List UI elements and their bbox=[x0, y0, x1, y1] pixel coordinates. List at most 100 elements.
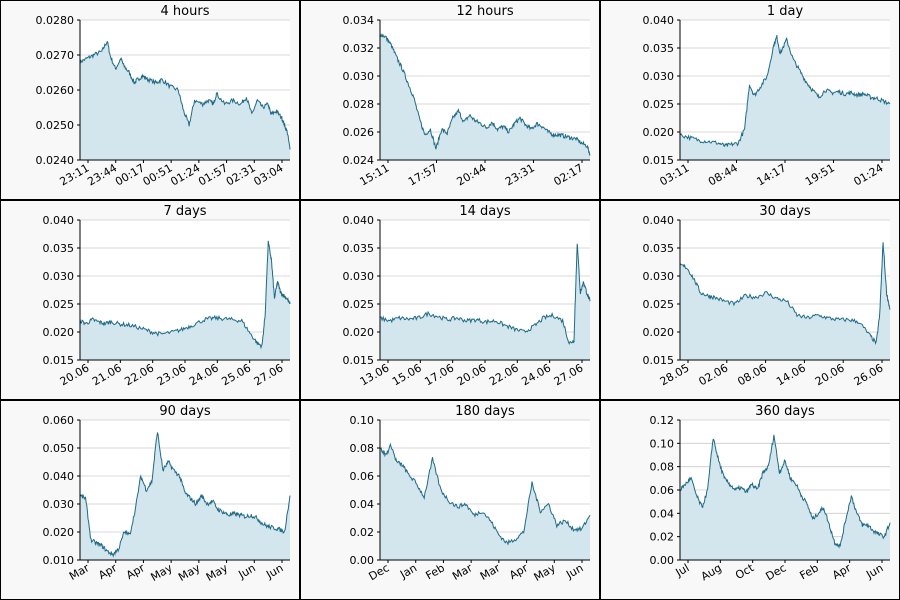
y-tick-label: 0.025 bbox=[643, 98, 675, 111]
x-tick-label: 20.06 bbox=[813, 361, 847, 388]
axes bbox=[679, 220, 890, 361]
axes bbox=[79, 220, 290, 361]
y-tick-label: 0.020 bbox=[43, 326, 75, 339]
y-tick-label: 0.030 bbox=[643, 270, 675, 283]
y-tick-label: 0.040 bbox=[43, 214, 75, 227]
chart-panel: 0.024 0.026 0.028 0.030 0.032 0.034 15:11 17:57… bbox=[300, 0, 600, 200]
series-line bbox=[679, 434, 891, 549]
series-line bbox=[79, 240, 291, 350]
chart-title: 4 hours bbox=[161, 4, 210, 19]
y-tick-label: 0.040 bbox=[643, 14, 675, 27]
x-tick-label: 24.06 bbox=[519, 361, 553, 388]
y-tick-label: 0.032 bbox=[343, 42, 375, 55]
y-tick-label: 0.10 bbox=[650, 437, 675, 450]
y-tick-label: 0.015 bbox=[43, 354, 75, 367]
chart-panel: 0.0240 0.0250 0.0260 0.0270 0.0280 23:11 23:44… bbox=[0, 0, 300, 200]
x-tick-label: Jun bbox=[263, 561, 285, 581]
series-area bbox=[380, 444, 590, 560]
y-tick-label: 0.020 bbox=[643, 326, 675, 339]
y-tick-label: 0.025 bbox=[643, 298, 675, 311]
x-tick-label: 17:57 bbox=[406, 161, 440, 188]
y-tick-label: 0.010 bbox=[43, 554, 75, 567]
series-line bbox=[379, 32, 591, 156]
x-tick-label: 08:44 bbox=[706, 161, 740, 188]
chart-panel: 0.00 0.02 0.04 0.06 0.08 0.10 Dec Jan Feb Mar Mar A… bbox=[300, 400, 600, 600]
y-tick-label: 0.024 bbox=[343, 154, 375, 167]
series-line bbox=[379, 442, 591, 546]
x-tick-label: Jan bbox=[397, 561, 419, 581]
x-tick-label: 22.06 bbox=[122, 361, 156, 388]
x-tick-label: 01:24 bbox=[168, 161, 202, 188]
y-tick-label: 0.02 bbox=[350, 526, 375, 539]
y-tick-label: 0.00 bbox=[650, 554, 675, 567]
y-tick-label: 0.02 bbox=[650, 531, 675, 544]
axes bbox=[679, 20, 890, 161]
y-tick-label: 0.030 bbox=[43, 270, 75, 283]
series-line bbox=[679, 34, 891, 148]
y-tick-label: 0.035 bbox=[343, 242, 375, 255]
x-tick-label: May bbox=[176, 561, 203, 584]
axes bbox=[379, 20, 590, 161]
axes bbox=[379, 420, 590, 561]
y-tick-label: 0.028 bbox=[343, 98, 375, 111]
x-tick-label: 23:31 bbox=[503, 161, 537, 188]
chart-svg: 0.0150.0200.0250.0300.0350.04013.0615.06… bbox=[343, 204, 591, 388]
x-tick-label: Jul bbox=[673, 561, 692, 579]
chart-panel: 0.015 0.020 0.025 0.030 0.035 0.040 20.06 21.06… bbox=[0, 200, 300, 400]
x-tick-label: May bbox=[204, 561, 231, 584]
series-area bbox=[80, 433, 290, 560]
x-tick-label: 17.06 bbox=[422, 361, 456, 388]
x-tick-label: May bbox=[532, 561, 559, 584]
x-tick-label: 08.06 bbox=[735, 361, 769, 388]
x-tick-label: Apr bbox=[830, 561, 853, 582]
y-tick-label: 0.0250 bbox=[36, 119, 75, 132]
x-tick-label: Jun bbox=[236, 561, 258, 581]
y-tick-label: 0.015 bbox=[643, 354, 675, 367]
chart-svg: 0.00 0.02 0.04 0.06 0.08 0.10 0.12 Jul Aug Oct Dec… bbox=[650, 404, 891, 583]
y-tick-label: 0.035 bbox=[643, 42, 675, 55]
series-area bbox=[80, 240, 290, 360]
chart-title: 30 days bbox=[759, 204, 811, 219]
x-tick-label: 00:51 bbox=[141, 161, 175, 188]
y-tick-label: 0.08 bbox=[650, 461, 675, 474]
x-tick-label: Dec bbox=[764, 561, 789, 583]
y-tick-label: 0.040 bbox=[343, 214, 375, 227]
x-tick-label: 21.06 bbox=[90, 361, 124, 388]
y-tick-label: 0.020 bbox=[43, 526, 75, 539]
x-tick-label: Apr bbox=[124, 561, 147, 582]
x-tick-label: 27.06 bbox=[252, 361, 286, 388]
y-tick-label: 0.06 bbox=[350, 470, 375, 483]
series-area bbox=[80, 41, 290, 160]
y-tick-label: 0.0270 bbox=[36, 49, 75, 62]
x-tick-label: 19:51 bbox=[803, 161, 837, 188]
y-tick-label: 0.030 bbox=[43, 498, 75, 511]
x-tick-label: Jun bbox=[563, 561, 585, 581]
chart-panel: 0.015 0.020 0.025 0.030 0.035 0.040 13.06 15.06… bbox=[300, 200, 600, 400]
x-tick-label: 15.06 bbox=[390, 361, 424, 388]
y-tick-label: 0.030 bbox=[343, 270, 375, 283]
chart-title: 7 days bbox=[163, 204, 206, 219]
x-tick-label: 03:04 bbox=[252, 161, 286, 188]
chart-panel: 0.010 0.020 0.030 0.040 0.050 0.060 Mar Apr Apr M… bbox=[0, 400, 300, 600]
y-tick-label: 0.025 bbox=[43, 298, 75, 311]
x-tick-label: Mar bbox=[478, 561, 503, 583]
y-tick-label: 0.0260 bbox=[36, 84, 75, 97]
chart-title: 180 days bbox=[455, 404, 515, 419]
y-tick-label: 0.08 bbox=[350, 442, 375, 455]
axes bbox=[679, 420, 890, 561]
x-tick-label: 14.06 bbox=[774, 361, 808, 388]
x-tick-label: 26.06 bbox=[852, 361, 886, 388]
series-area bbox=[680, 434, 890, 560]
y-tick-label: 0.020 bbox=[643, 126, 675, 139]
y-tick-label: 0.040 bbox=[643, 214, 675, 227]
series-line bbox=[79, 431, 291, 558]
y-tick-label: 0.04 bbox=[350, 498, 375, 511]
y-tick-label: 0.020 bbox=[343, 326, 375, 339]
y-tick-label: 0.015 bbox=[343, 354, 375, 367]
chart-title: 14 days bbox=[459, 204, 511, 219]
chart-panel: 0.015 0.020 0.025 0.030 0.035 0.040 03:11 08:44… bbox=[600, 0, 900, 200]
y-tick-label: 0.00 bbox=[350, 554, 375, 567]
